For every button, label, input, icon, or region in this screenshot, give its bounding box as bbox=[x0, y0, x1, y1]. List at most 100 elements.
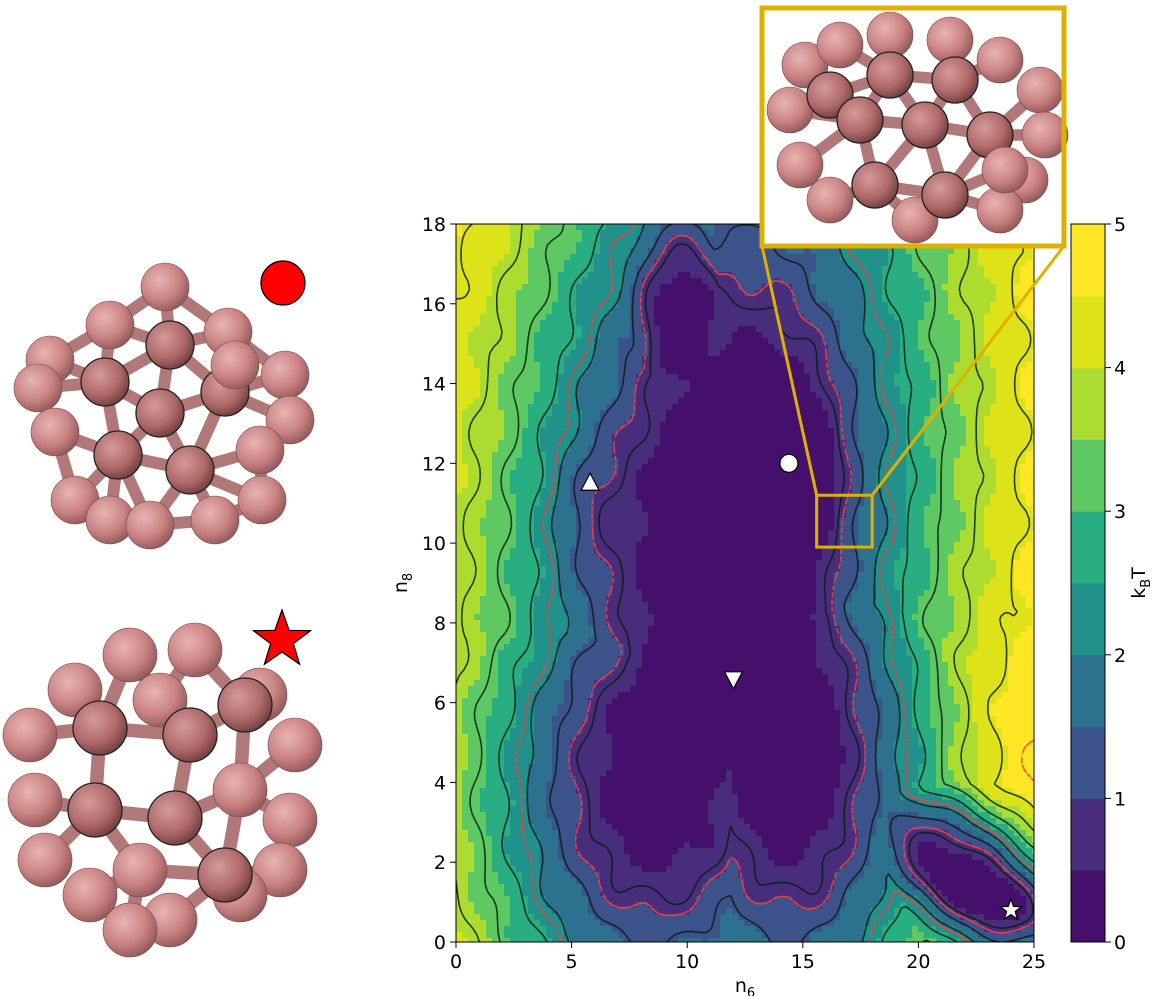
surface-cell bbox=[666, 326, 673, 333]
surface-cell bbox=[564, 608, 571, 615]
surface-cell bbox=[558, 494, 565, 501]
surface-cell bbox=[498, 902, 505, 909]
surface-cell bbox=[528, 296, 535, 303]
surface-cell bbox=[540, 296, 547, 303]
surface-cell bbox=[498, 428, 505, 435]
surface-cell bbox=[660, 872, 667, 879]
surface-cell bbox=[552, 674, 559, 681]
surface-cell bbox=[588, 314, 595, 321]
surface-cell bbox=[558, 278, 565, 285]
surface-cell bbox=[684, 818, 691, 825]
surface-cell bbox=[630, 596, 637, 603]
surface-cell bbox=[570, 926, 577, 933]
surface-cell bbox=[588, 398, 595, 405]
surface-cell bbox=[492, 650, 499, 657]
surface-cell bbox=[648, 236, 655, 243]
surface-cell bbox=[636, 284, 643, 291]
surface-cell bbox=[582, 248, 589, 255]
surface-cell bbox=[516, 878, 523, 885]
surface-cell bbox=[534, 884, 541, 891]
surface-cell bbox=[474, 398, 481, 405]
surface-cell bbox=[474, 440, 481, 447]
surface-cell bbox=[678, 416, 685, 423]
surface-cell bbox=[510, 692, 517, 699]
surface-cell bbox=[492, 812, 499, 819]
surface-cell bbox=[540, 680, 547, 687]
surface-cell bbox=[564, 722, 571, 729]
surface-cell bbox=[618, 794, 625, 801]
surface-cell bbox=[648, 422, 655, 429]
surface-cell bbox=[624, 698, 631, 705]
surface-cell bbox=[648, 302, 655, 309]
surface-cell bbox=[660, 548, 667, 555]
surface-cell bbox=[564, 230, 571, 237]
surface-cell bbox=[468, 896, 475, 903]
surface-cell bbox=[564, 812, 571, 819]
surface-cell bbox=[666, 740, 673, 747]
surface-cell bbox=[456, 740, 463, 747]
surface-cell bbox=[696, 260, 703, 267]
surface-cell bbox=[486, 236, 493, 243]
surface-cell bbox=[624, 350, 631, 357]
surface-cell bbox=[456, 890, 463, 897]
surface-cell bbox=[564, 686, 571, 693]
surface-cell bbox=[492, 926, 499, 933]
surface-cell bbox=[480, 632, 487, 639]
surface-cell bbox=[624, 620, 631, 627]
surface-cell bbox=[690, 422, 697, 429]
surface-cell bbox=[468, 626, 475, 633]
surface-cell bbox=[546, 626, 553, 633]
surface-cell bbox=[636, 686, 643, 693]
surface-cell bbox=[594, 800, 601, 807]
surface-cell bbox=[588, 344, 595, 351]
surface-cell bbox=[516, 368, 523, 375]
surface-cell bbox=[528, 314, 535, 321]
surface-cell bbox=[498, 530, 505, 537]
surface-cell bbox=[462, 236, 469, 243]
surface-cell bbox=[582, 518, 589, 525]
surface-cell bbox=[672, 800, 679, 807]
surface-cell bbox=[600, 566, 607, 573]
surface-cell bbox=[546, 584, 553, 591]
surface-cell bbox=[486, 338, 493, 345]
surface-cell bbox=[594, 602, 601, 609]
surface-cell bbox=[654, 524, 661, 531]
surface-cell bbox=[546, 446, 553, 453]
surface-cell bbox=[600, 758, 607, 765]
surface-cell bbox=[594, 866, 601, 873]
surface-cell bbox=[552, 680, 559, 687]
surface-cell bbox=[684, 668, 691, 675]
surface-cell bbox=[498, 404, 505, 411]
surface-cell bbox=[510, 284, 517, 291]
surface-cell bbox=[666, 866, 673, 873]
surface-cell bbox=[696, 320, 703, 327]
surface-cell bbox=[492, 848, 499, 855]
surface-cell bbox=[492, 686, 499, 693]
surface-cell bbox=[642, 374, 649, 381]
surface-cell bbox=[522, 590, 529, 597]
surface-cell bbox=[618, 314, 625, 321]
surface-cell bbox=[474, 542, 481, 549]
surface-cell bbox=[528, 248, 535, 255]
surface-cell bbox=[534, 860, 541, 867]
surface-cell bbox=[528, 668, 535, 675]
surface-cell bbox=[612, 638, 619, 645]
surface-cell bbox=[504, 488, 511, 495]
surface-cell bbox=[552, 338, 559, 345]
surface-cell bbox=[588, 464, 595, 471]
surface-cell bbox=[504, 248, 511, 255]
surface-cell bbox=[612, 584, 619, 591]
surface-cell bbox=[564, 908, 571, 915]
surface-cell bbox=[588, 836, 595, 843]
surface-cell bbox=[540, 308, 547, 315]
surface-cell bbox=[552, 452, 559, 459]
surface-cell bbox=[576, 236, 583, 243]
surface-cell bbox=[660, 518, 667, 525]
surface-cell bbox=[648, 254, 655, 261]
surface-cell bbox=[684, 704, 691, 711]
surface-cell bbox=[576, 704, 583, 711]
surface-cell bbox=[654, 470, 661, 477]
surface-cell bbox=[552, 260, 559, 267]
surface-cell bbox=[480, 674, 487, 681]
surface-cell bbox=[534, 872, 541, 879]
